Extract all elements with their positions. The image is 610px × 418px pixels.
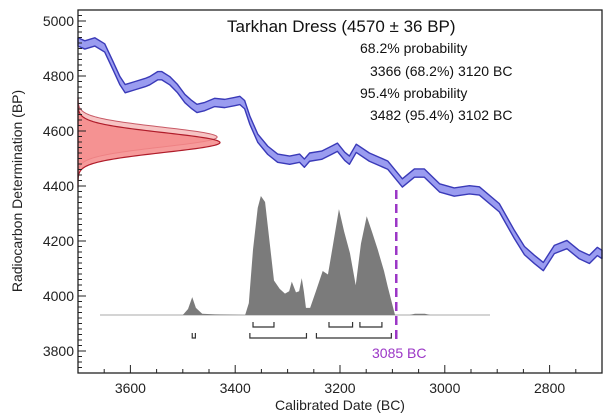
gaussian-fill — [77, 97, 221, 188]
radiocarbon-gaussian — [77, 92, 221, 188]
plot-frame — [77, 9, 603, 374]
x-axis-title: Calibrated Date (BC) — [275, 397, 405, 413]
p95-range: 3482 (95.4%) 3102 BC — [370, 107, 512, 123]
range-95-bracket — [249, 333, 308, 339]
y-tick-label: 5000 — [43, 13, 74, 29]
p95-label: 95.4% probability — [360, 85, 467, 101]
p68-range: 3366 (68.2%) 3120 BC — [370, 63, 512, 79]
marker-label: 3085 BC — [372, 345, 426, 361]
x-tick-label: 3400 — [220, 380, 251, 396]
y-tick-label: 4400 — [43, 178, 74, 194]
calibrated-distribution — [100, 196, 490, 316]
distribution-area — [182, 196, 431, 315]
axes: 3600 3400 3200 3000 2800 3800 4000 4200 4400 4600… — [43, 9, 603, 396]
chart-title: Tarkhan Dress (4570 ± 36 BP) — [227, 17, 456, 36]
x-tick-label: 3000 — [429, 380, 460, 396]
y-tick-label: 4600 — [43, 123, 74, 139]
range-95-bracket — [191, 333, 196, 339]
y-axis-title: Radiocarbon Determination (BP) — [9, 90, 25, 292]
y-tick-label: 4200 — [43, 233, 74, 249]
x-tick-label: 2800 — [534, 380, 565, 396]
range-68-bracket — [328, 322, 354, 328]
x-tick-label: 3200 — [324, 380, 355, 396]
p68-label: 68.2% probability — [360, 40, 467, 56]
probability-ranges — [191, 322, 392, 339]
range-68-bracket — [252, 322, 275, 328]
y-tick-label: 4800 — [43, 68, 74, 84]
y-tick-label: 3800 — [43, 343, 74, 359]
range-95-bracket — [315, 333, 392, 339]
y-tick-label: 4000 — [43, 288, 74, 304]
range-68-bracket — [359, 322, 383, 328]
x-tick-label: 3600 — [115, 380, 146, 396]
